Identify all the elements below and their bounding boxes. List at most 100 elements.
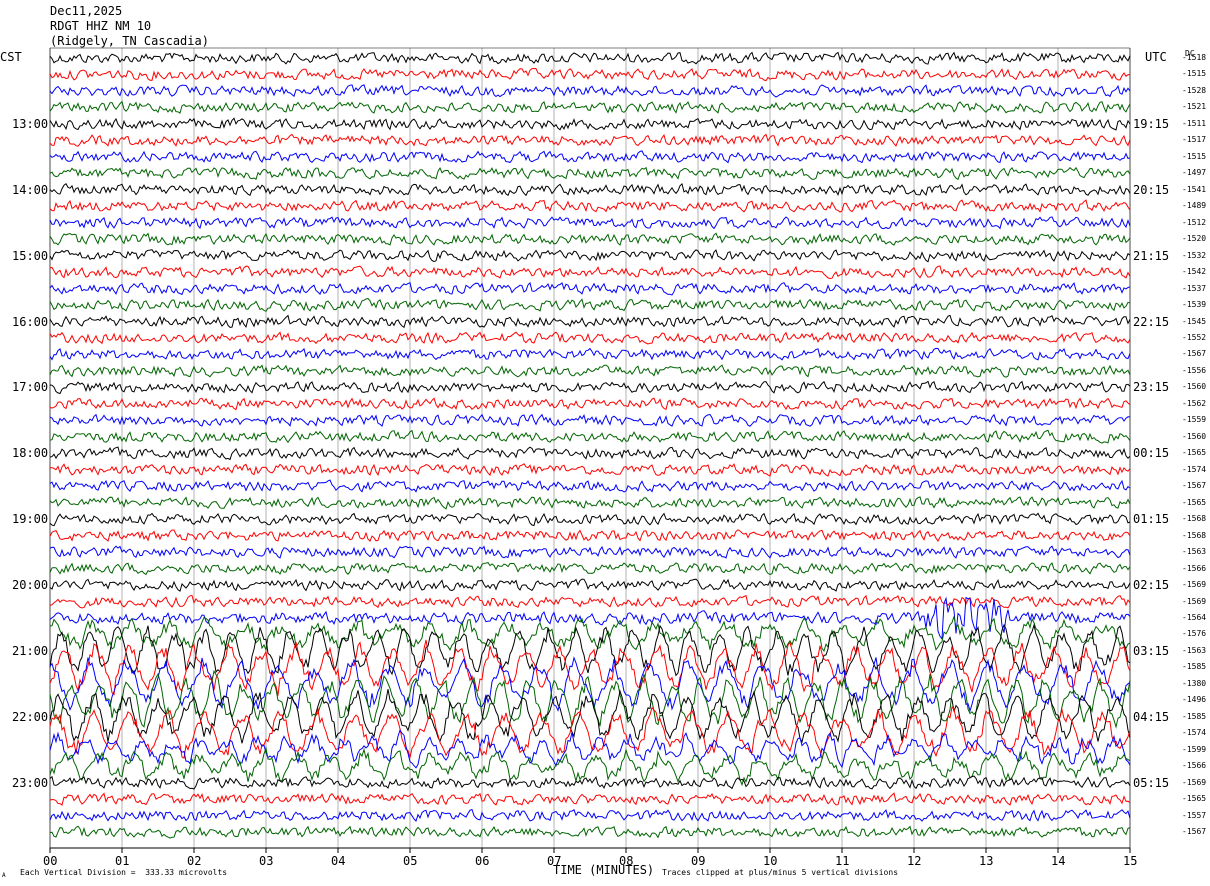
dc-offset-label: -1568 xyxy=(1182,514,1207,524)
trace-17 xyxy=(49,331,1131,345)
station-code: RDGT HHZ NM 10 xyxy=(50,19,152,33)
trace-4 xyxy=(49,117,1131,131)
trace-42 xyxy=(49,729,1131,769)
dc-offset-label: -1537 xyxy=(1182,283,1207,293)
dc-offset-label: -1511 xyxy=(1182,118,1207,128)
trace-12 xyxy=(49,249,1131,263)
trace-25 xyxy=(49,463,1131,477)
trace-3 xyxy=(49,100,1131,114)
dc-offset-label: -1564 xyxy=(1182,612,1207,622)
left-time-label: 15:00 xyxy=(12,248,49,263)
left-axis-title: CST xyxy=(0,50,22,64)
x-tick-label: 07 xyxy=(547,854,562,868)
trace-22 xyxy=(49,413,1131,427)
dc-offset-label: -1521 xyxy=(1182,102,1207,112)
left-time-label: 22:00 xyxy=(12,709,49,724)
dc-offset-label: -1569 xyxy=(1182,596,1207,606)
x-tick-label: 09 xyxy=(691,854,706,868)
x-tick-label: 03 xyxy=(259,854,274,868)
trace-24 xyxy=(49,446,1131,461)
dc-offset-label: -1565 xyxy=(1182,794,1207,804)
vertical-division-note: Each Vertical Division = 333.33 microvol… xyxy=(20,868,228,877)
trace-13 xyxy=(49,265,1131,280)
right-time-label: 21:15 xyxy=(1133,248,1170,263)
right-time-label: 02:15 xyxy=(1133,578,1170,593)
dc-offset-label: -1532 xyxy=(1182,250,1207,260)
x-tick-label: 11 xyxy=(835,854,850,868)
clip-note: Traces clipped at plus/minus 5 vertical … xyxy=(662,868,899,877)
dc-offset-label: -1496 xyxy=(1182,695,1207,705)
left-time-label: 13:00 xyxy=(12,116,49,131)
right-time-label: 03:15 xyxy=(1133,643,1170,658)
left-time-label: 14:00 xyxy=(12,182,49,197)
x-tick-label: 08 xyxy=(619,854,634,868)
dc-offset-label: -1542 xyxy=(1182,267,1207,277)
dc-offset-label: -1380 xyxy=(1182,678,1207,688)
dc-offset-label: -1567 xyxy=(1182,827,1207,837)
trace-20 xyxy=(49,380,1131,395)
dc-offset-label: -1574 xyxy=(1182,728,1207,738)
x-axis-label: TIME (MINUTES) xyxy=(553,863,655,877)
dc-offset-label: -1563 xyxy=(1182,547,1207,557)
dc-offset-label: -1541 xyxy=(1182,184,1207,194)
dc-offset-label: -1517 xyxy=(1182,135,1207,145)
trace-23 xyxy=(49,429,1131,444)
right-time-label: 20:15 xyxy=(1133,182,1170,197)
left-time-label: 18:00 xyxy=(12,446,49,461)
left-time-label: 21:00 xyxy=(12,643,49,658)
trace-0 xyxy=(49,51,1131,65)
trace-35 xyxy=(49,616,1131,653)
trace-21 xyxy=(49,397,1131,411)
trace-47 xyxy=(49,825,1131,839)
trace-40 xyxy=(49,689,1131,744)
chart-date: Dec11,2025 xyxy=(50,4,123,18)
x-tick-label: 02 xyxy=(187,854,202,868)
left-time-label: 17:00 xyxy=(12,380,49,395)
trace-45 xyxy=(49,792,1131,806)
trace-6 xyxy=(49,150,1131,164)
x-tick-label: 10 xyxy=(763,854,778,868)
trace-1 xyxy=(49,67,1131,82)
dc-offset-label: -1556 xyxy=(1182,365,1207,375)
x-tick-label: 15 xyxy=(1123,854,1138,868)
trace-37 xyxy=(49,639,1131,696)
trace-44 xyxy=(49,775,1131,790)
trace-32 xyxy=(49,578,1131,592)
left-time-label: 23:00 xyxy=(12,775,49,790)
dc-offset-label: -1539 xyxy=(1182,300,1207,310)
right-time-label: 00:15 xyxy=(1133,446,1170,461)
x-tick-label: 12 xyxy=(907,854,922,868)
left-time-label: 19:00 xyxy=(12,512,49,527)
x-tick-label: 06 xyxy=(475,854,490,868)
dc-offset-label: -1545 xyxy=(1182,316,1207,326)
dc-title: DC xyxy=(1185,49,1195,58)
trace-9 xyxy=(49,199,1131,213)
trace-41 xyxy=(49,706,1131,760)
trace-43 xyxy=(49,746,1131,787)
minute-gridlines xyxy=(49,47,1131,849)
dc-offset-label: -1512 xyxy=(1182,217,1207,227)
left-time-label: 20:00 xyxy=(12,578,49,593)
x-axis-ticks xyxy=(49,848,1131,853)
trace-19 xyxy=(49,364,1131,378)
dc-offset-label: -1552 xyxy=(1182,332,1207,342)
dc-offset-label: -1566 xyxy=(1182,761,1207,771)
dc-offset-label: -1585 xyxy=(1182,662,1207,672)
dc-offset-label: -1565 xyxy=(1182,448,1207,458)
dc-offset-label: -1560 xyxy=(1182,382,1207,392)
dc-offset-label: -1599 xyxy=(1182,744,1207,754)
dc-offset-label: -1567 xyxy=(1182,481,1207,491)
dc-offset-label: -1528 xyxy=(1182,85,1207,95)
trace-8 xyxy=(49,182,1131,197)
dc-offset-label: -1576 xyxy=(1182,629,1207,639)
left-time-label: 16:00 xyxy=(12,314,49,329)
dc-offset-label: -1566 xyxy=(1182,563,1207,573)
dc-offset-label: -1565 xyxy=(1182,497,1207,507)
dc-offset-label: -1567 xyxy=(1182,349,1207,359)
x-tick-label: 13 xyxy=(979,854,994,868)
dc-offset-label: -1568 xyxy=(1182,530,1207,540)
dc-offset-label: -1569 xyxy=(1182,777,1207,787)
trace-39 xyxy=(49,669,1131,729)
trace-31 xyxy=(49,562,1131,576)
x-tick-label: 00 xyxy=(43,854,58,868)
